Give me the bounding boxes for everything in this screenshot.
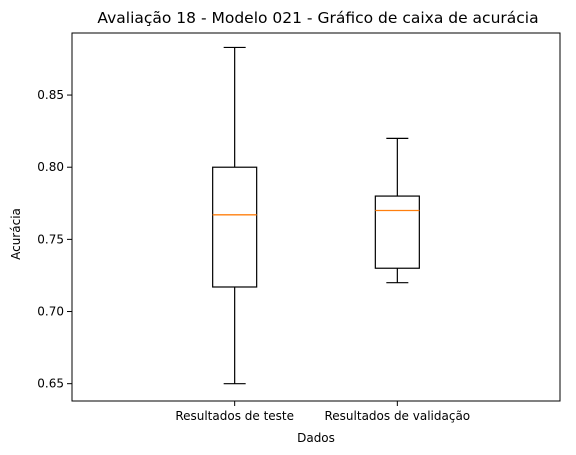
x-tick-label: Resultados de validação — [324, 409, 470, 423]
y-tick-label: 0.80 — [37, 160, 64, 174]
box-body — [374, 195, 420, 269]
y-tick-label: 0.85 — [37, 88, 64, 102]
y-tick-label: 0.70 — [37, 305, 64, 319]
chart-title: Avaliação 18 - Modelo 021 - Gráfico de c… — [97, 9, 538, 27]
x-tick-label: Resultados de teste — [175, 409, 294, 423]
y-axis-label: Acurácia — [9, 208, 23, 260]
x-axis-label: Dados — [297, 431, 335, 445]
y-tick-label: 0.75 — [37, 232, 64, 246]
box-body — [212, 166, 258, 288]
plot-area: 0.65 0.70 0.75 0.80 0.85 Resultados de teste R… — [37, 32, 561, 423]
axes-frame — [71, 32, 561, 402]
y-tick-label: 0.65 — [37, 377, 64, 391]
